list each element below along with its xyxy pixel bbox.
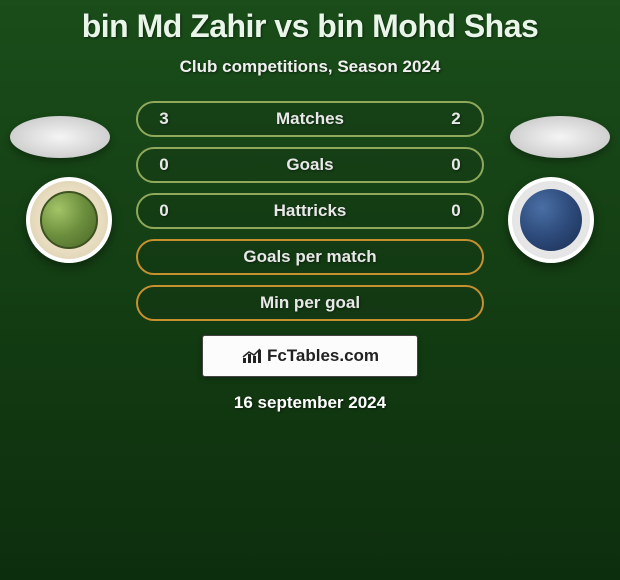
stat-value-right: 2 <box>444 109 468 129</box>
stat-row: Min per goal <box>136 285 484 321</box>
page-subtitle: Club competitions, Season 2024 <box>10 57 610 77</box>
date-line: 16 september 2024 <box>0 393 620 413</box>
brand-text: FcTables.com <box>267 346 379 366</box>
stat-row: 0Goals0 <box>136 147 484 183</box>
chart-icon <box>241 347 263 365</box>
brand-box[interactable]: FcTables.com <box>202 335 418 377</box>
stat-row: 0Hattricks0 <box>136 193 484 229</box>
stat-label: Min per goal <box>176 293 444 313</box>
stat-value-right: 0 <box>444 155 468 175</box>
comparison-area: 3Matches20Goals00Hattricks0Goals per mat… <box>0 101 620 413</box>
player-avatar-right <box>510 116 610 158</box>
player-avatar-left <box>10 116 110 158</box>
stat-value-left: 0 <box>152 155 176 175</box>
team-badge-left <box>26 177 112 263</box>
stat-label: Hattricks <box>176 201 444 221</box>
stat-row: Goals per match <box>136 239 484 275</box>
stat-value-left: 0 <box>152 201 176 221</box>
stat-value-left: 3 <box>152 109 176 129</box>
stat-value-right: 0 <box>444 201 468 221</box>
header: bin Md Zahir vs bin Mohd Shas Club compe… <box>0 0 620 81</box>
stat-label: Goals <box>176 155 444 175</box>
team-badge-right <box>508 177 594 263</box>
stat-row: 3Matches2 <box>136 101 484 137</box>
stat-label: Goals per match <box>176 247 444 267</box>
stat-label: Matches <box>176 109 444 129</box>
page-title: bin Md Zahir vs bin Mohd Shas <box>10 8 610 45</box>
